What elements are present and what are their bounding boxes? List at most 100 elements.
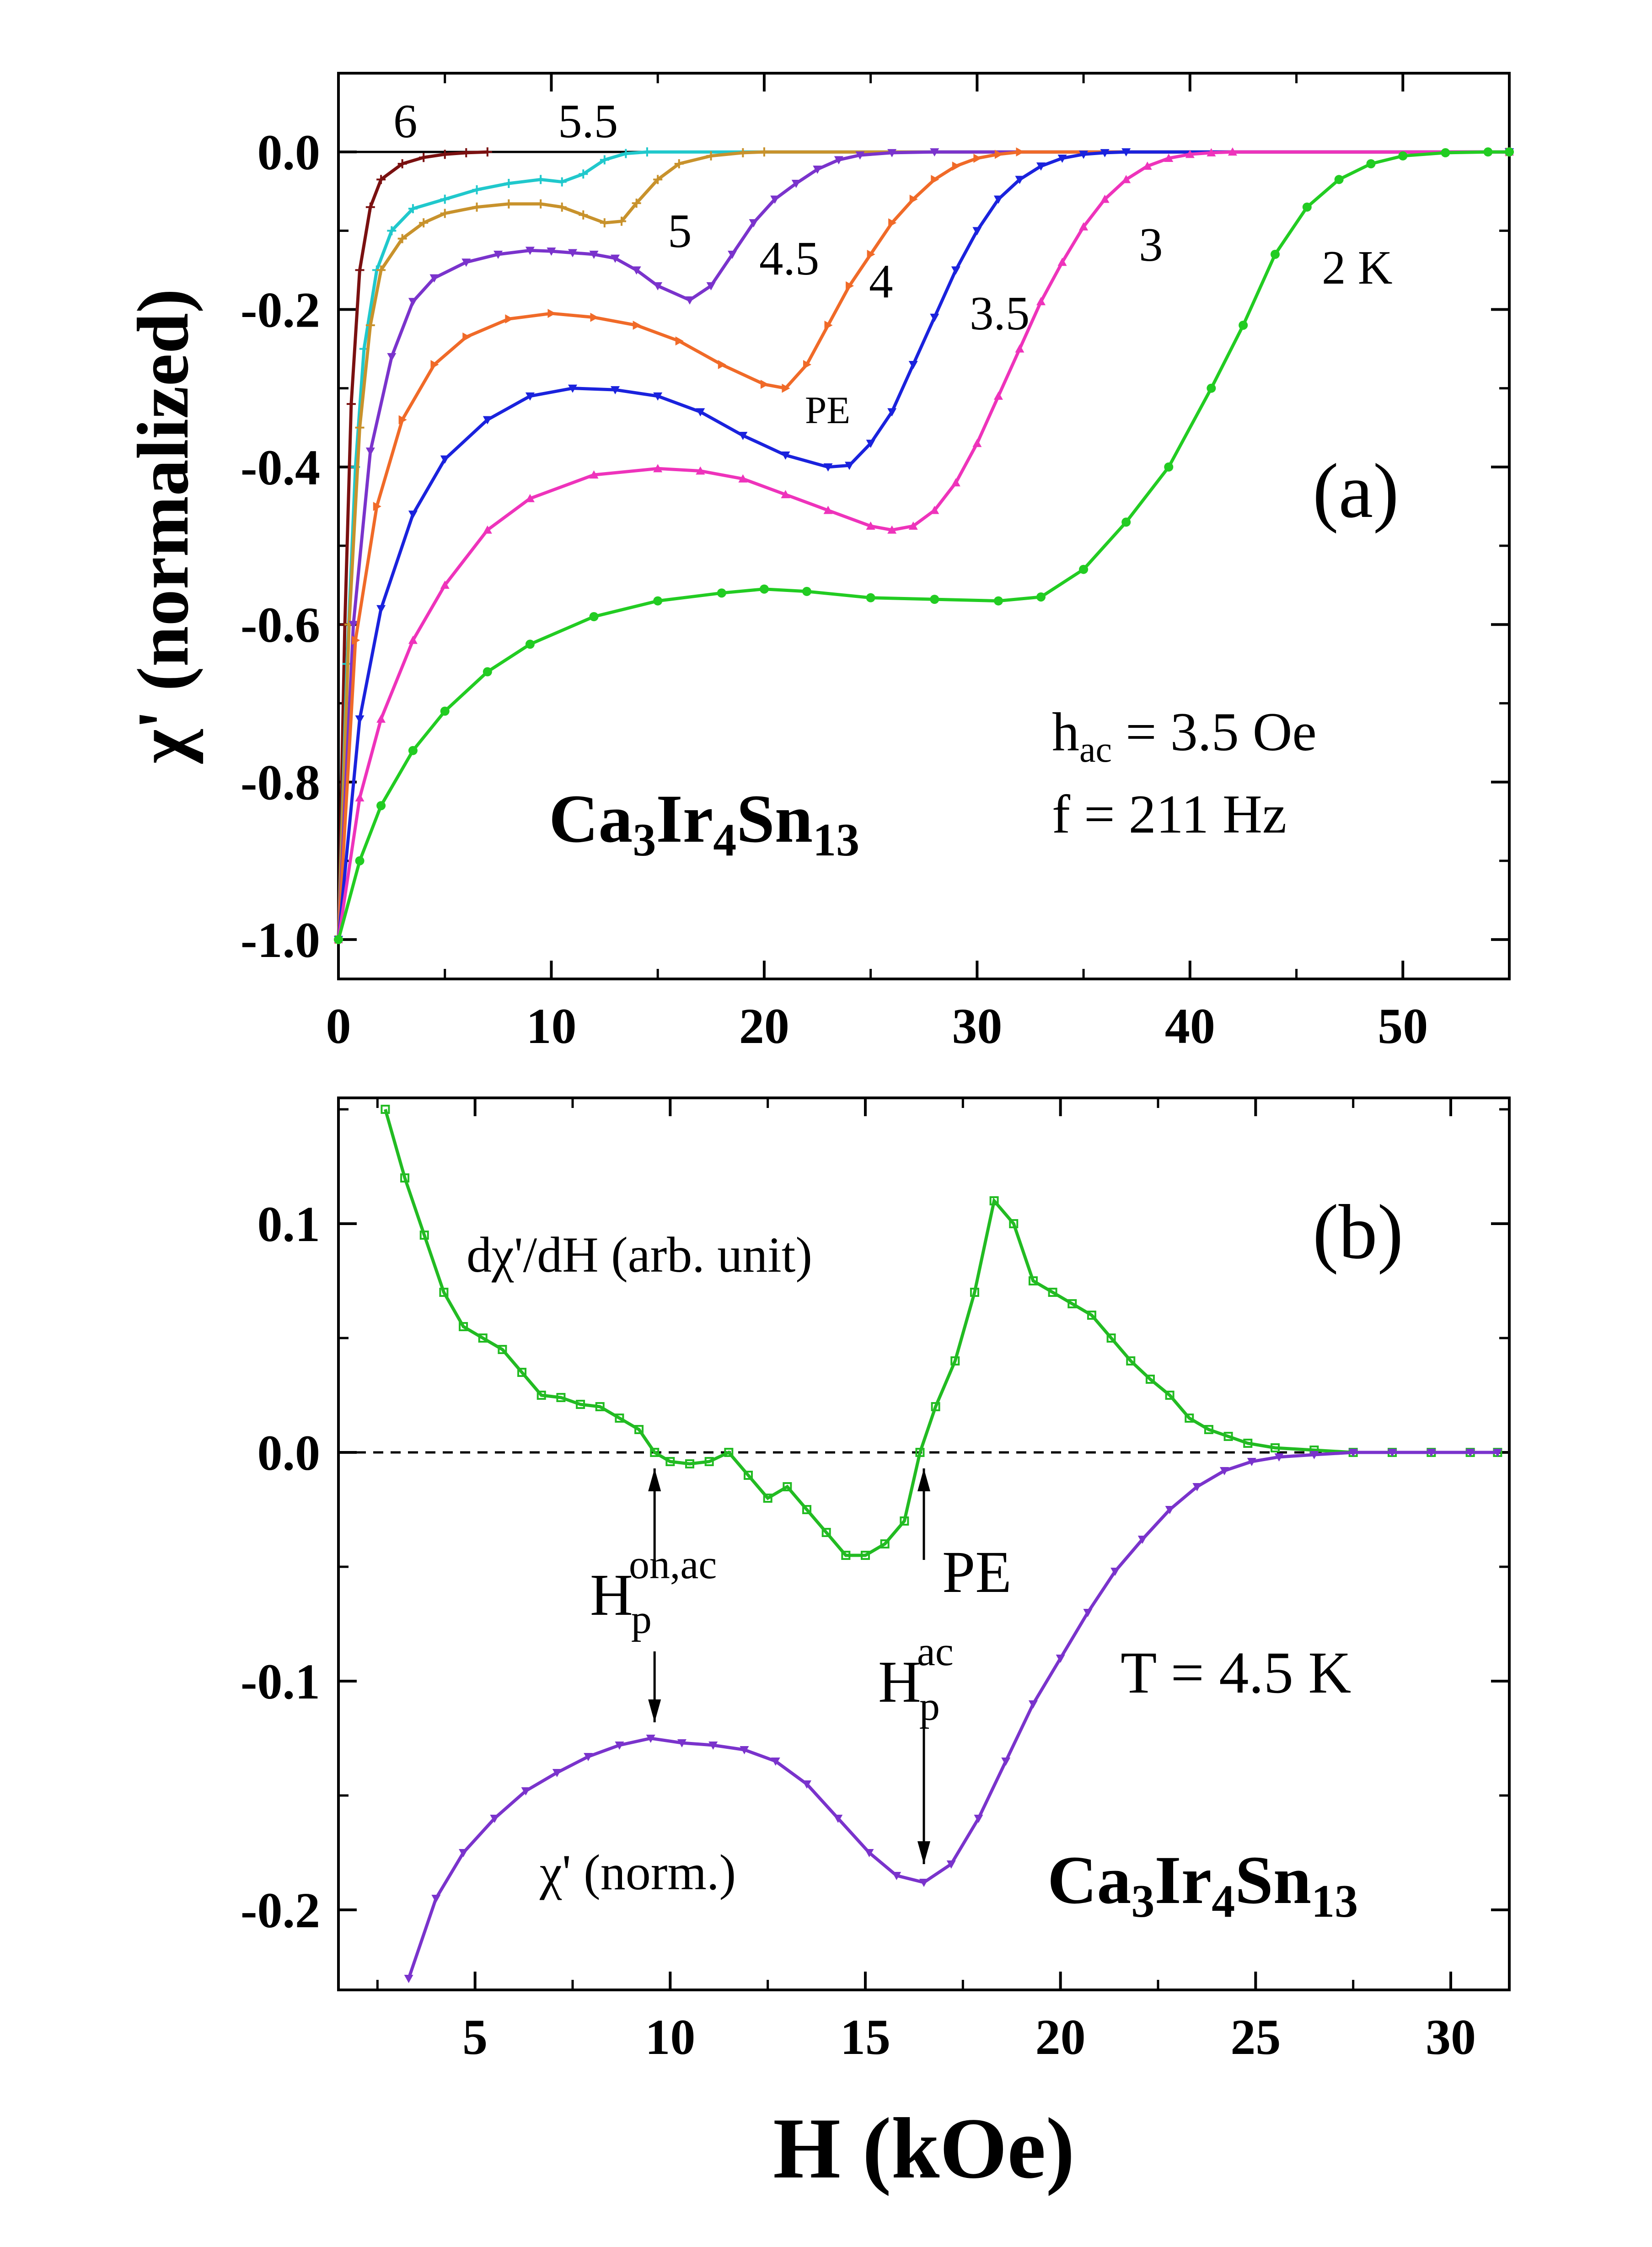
a-point bbox=[887, 149, 897, 157]
a-point bbox=[365, 320, 375, 330]
a-point bbox=[373, 501, 381, 511]
b-ytick-label: 0.1 bbox=[257, 1196, 321, 1252]
a-point bbox=[611, 254, 620, 263]
b-arrow-hp-on-down bbox=[648, 1651, 661, 1722]
a-point bbox=[1505, 147, 1514, 157]
a-point bbox=[791, 180, 801, 188]
a-point bbox=[1016, 147, 1024, 157]
a-point bbox=[429, 274, 439, 283]
b-point bbox=[841, 1551, 851, 1560]
a-point bbox=[419, 218, 429, 228]
panel-b-frame bbox=[337, 1097, 1511, 1991]
a-series-2-K bbox=[334, 147, 1514, 944]
b-point bbox=[584, 1753, 593, 1761]
a-point bbox=[824, 320, 833, 330]
a-point bbox=[1207, 383, 1216, 393]
a-point bbox=[1228, 147, 1237, 156]
panel-a-ticks: 0 10 20 30 40 50 0.0 -0.2 -0.4 -0.6 -0.8 -1.0 bbox=[241, 72, 1511, 1054]
b-point bbox=[490, 1815, 499, 1823]
b-point bbox=[783, 1482, 792, 1491]
b-xtick-label: 25 bbox=[1230, 2009, 1281, 2065]
b-point bbox=[381, 1105, 390, 1114]
a-point bbox=[1036, 297, 1046, 306]
b-point bbox=[459, 1849, 468, 1857]
b-series-d-dH bbox=[381, 1105, 1502, 1560]
a-point bbox=[376, 801, 386, 811]
a-point bbox=[355, 715, 365, 724]
a-ytick-label: -1.0 bbox=[241, 912, 320, 968]
b-arrow-hp-up bbox=[917, 1468, 930, 1560]
a-series-4 bbox=[335, 147, 1514, 944]
b-xtick-label: 10 bbox=[645, 2009, 695, 2065]
a-point bbox=[1239, 320, 1248, 330]
a-series-3 bbox=[334, 147, 1514, 943]
a-point bbox=[781, 490, 790, 499]
b-point bbox=[1009, 1219, 1019, 1228]
panel-a-text: 6 5.5 5 4.5 4 3.5 3 2 K PE hac = 3.5 Oe f = 211 Hz… bbox=[393, 94, 1393, 866]
a-point bbox=[993, 596, 1003, 606]
b-point bbox=[1165, 1391, 1175, 1400]
b-point bbox=[1106, 1333, 1116, 1343]
a-curve-label: 4 bbox=[869, 254, 893, 308]
a-series-5 bbox=[334, 147, 1514, 944]
b-ytick-label: 0.0 bbox=[257, 1425, 321, 1481]
a-point bbox=[387, 353, 397, 361]
a-point bbox=[1036, 592, 1046, 602]
b-point bbox=[517, 1368, 527, 1377]
a-point bbox=[376, 605, 386, 613]
a-point bbox=[387, 226, 397, 236]
b-compound-label: Ca3Ir4Sn13 bbox=[1047, 1842, 1358, 1927]
a-point bbox=[674, 159, 684, 168]
a-point bbox=[440, 194, 450, 204]
b-temperature-label: T = 4.5 K bbox=[1121, 1640, 1351, 1706]
b-point bbox=[615, 1742, 624, 1750]
a-point bbox=[376, 714, 386, 723]
a-point bbox=[589, 251, 599, 259]
a-point bbox=[525, 392, 535, 401]
b-point bbox=[1271, 1443, 1280, 1452]
a-point bbox=[461, 258, 471, 267]
a-point bbox=[1057, 258, 1067, 266]
a-point bbox=[1100, 149, 1110, 157]
b-point bbox=[634, 1425, 644, 1434]
b-point bbox=[1309, 1451, 1319, 1459]
a-point bbox=[334, 935, 343, 944]
b-point bbox=[1247, 1458, 1256, 1466]
a-point bbox=[1441, 148, 1450, 157]
a-point bbox=[408, 204, 418, 214]
a-point bbox=[430, 360, 439, 370]
a-point bbox=[408, 746, 418, 755]
a-freq-label: f = 211 Hz bbox=[1052, 784, 1287, 844]
a-point bbox=[376, 175, 386, 184]
a-point bbox=[1121, 175, 1131, 183]
a-point bbox=[408, 635, 418, 644]
a-ytick-label: -0.6 bbox=[241, 597, 320, 653]
y-axis-label-a: χ' (normalized) bbox=[122, 289, 204, 764]
a-point bbox=[440, 455, 450, 464]
a-point bbox=[972, 439, 982, 447]
a-point bbox=[472, 185, 482, 194]
b-point bbox=[1083, 1609, 1093, 1617]
a-point bbox=[589, 470, 599, 479]
a-point bbox=[493, 251, 503, 259]
b-xtick-label: 30 bbox=[1426, 2009, 1476, 2065]
b-point bbox=[1388, 1449, 1397, 1457]
a-point bbox=[1142, 161, 1152, 170]
a-point bbox=[600, 155, 609, 165]
a-point bbox=[738, 432, 748, 440]
a-point bbox=[685, 296, 694, 305]
a-point bbox=[781, 452, 790, 460]
a-point bbox=[738, 474, 748, 483]
b-point bbox=[802, 1780, 811, 1789]
b-xtick-label: 20 bbox=[1035, 2009, 1086, 2065]
a-point bbox=[1164, 153, 1174, 162]
a-point bbox=[440, 209, 450, 218]
a-curve-label: 4.5 bbox=[759, 231, 819, 285]
b-point bbox=[677, 1739, 687, 1747]
a-ytick-label: 0.0 bbox=[257, 124, 321, 180]
a-point bbox=[1164, 462, 1174, 472]
a-point bbox=[834, 156, 843, 165]
a-point bbox=[376, 265, 386, 275]
b-point bbox=[556, 1393, 566, 1402]
a-point bbox=[440, 706, 450, 716]
